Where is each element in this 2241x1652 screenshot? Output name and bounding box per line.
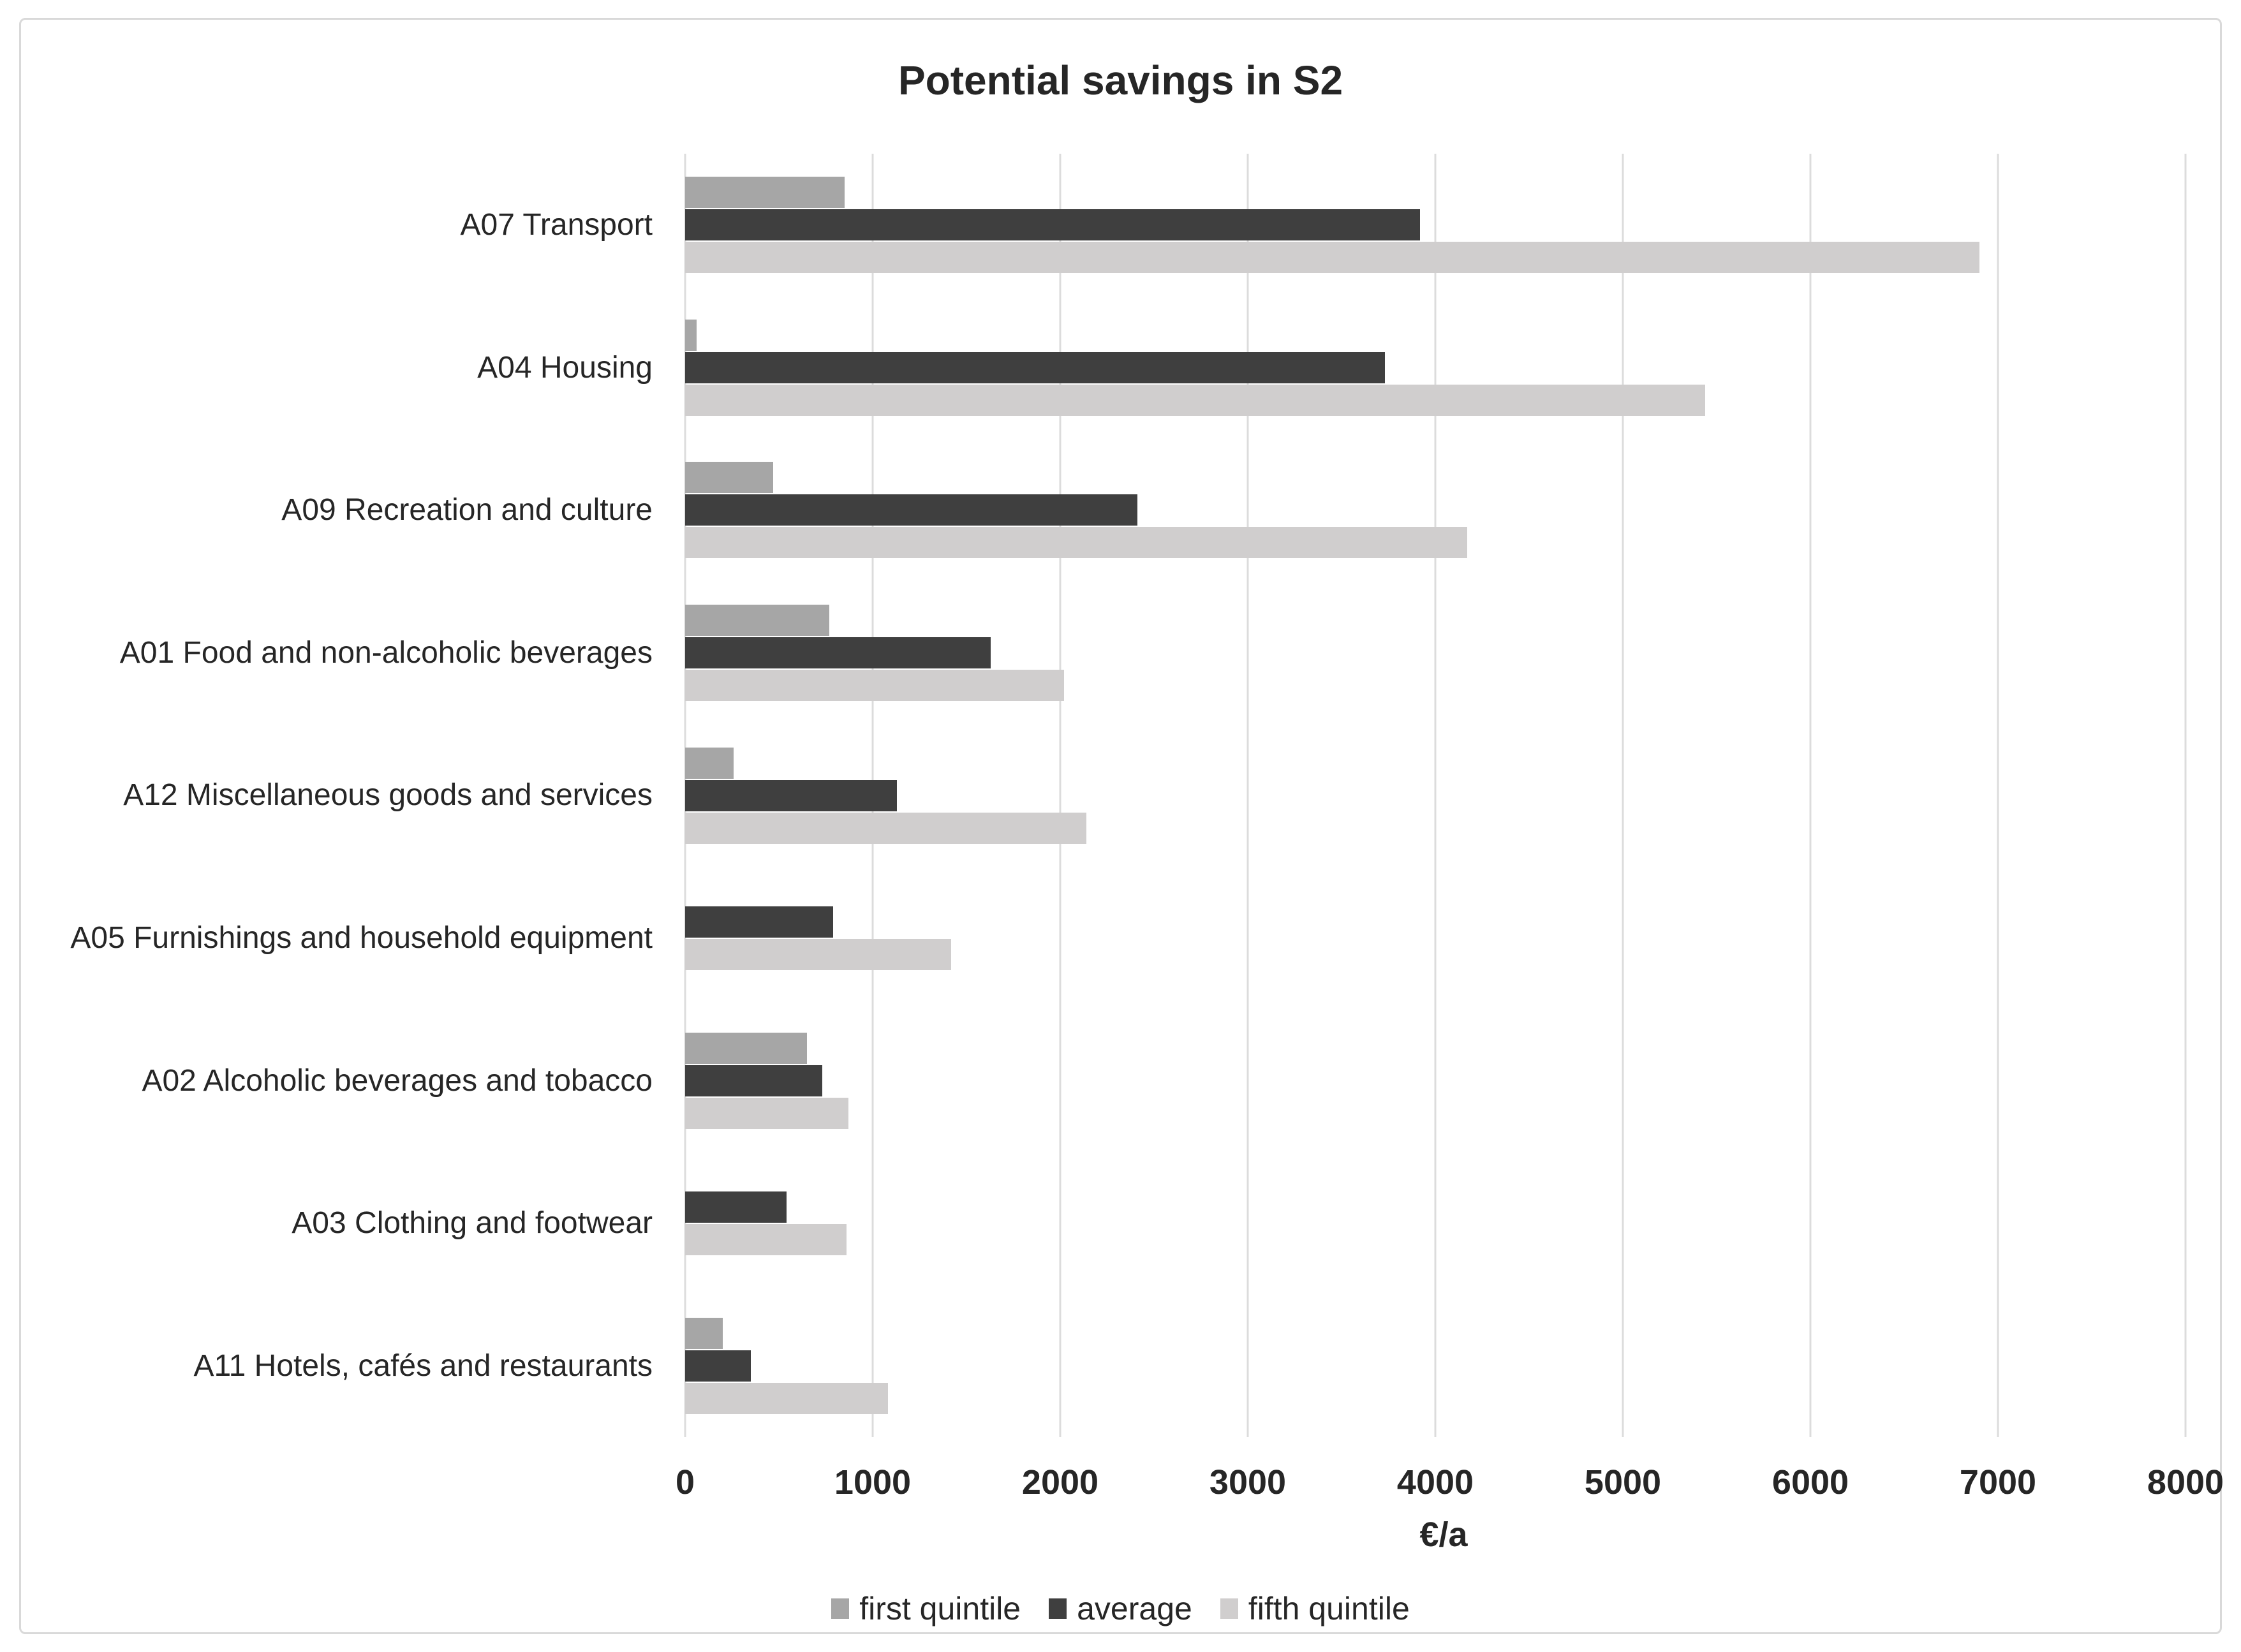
bar-fifth-quintile <box>685 1382 888 1414</box>
bar-first-quintile <box>685 462 774 494</box>
gridline <box>1997 154 1999 1437</box>
gridline <box>1809 154 1812 1437</box>
category-label: A11 Hotels, cafés and restaurants <box>193 1348 653 1383</box>
bar-fifth-quintile <box>685 527 1467 559</box>
bar-group <box>685 1009 2186 1152</box>
category-label: A07 Transport <box>460 208 653 242</box>
chart-frame: Potential savings in S2 A07 Transport A04… <box>19 18 2224 1634</box>
bar-first-quintile <box>685 604 830 636</box>
bar-fifth-quintile <box>685 1223 847 1255</box>
x-axis-label: €/a <box>1419 1516 1468 1554</box>
category-label: A05 Furnishings and household equipment <box>70 921 653 955</box>
bar-fifth-quintile <box>685 384 1706 416</box>
bar-average <box>685 906 834 938</box>
gridline <box>1434 154 1437 1437</box>
bar-group <box>685 867 2186 1010</box>
bar-fifth-quintile <box>685 938 952 970</box>
plot-area <box>684 154 2187 1437</box>
category-label: A03 Clothing and footwear <box>292 1206 653 1241</box>
bar-group <box>685 439 2186 582</box>
gridline <box>1246 154 1249 1437</box>
legend-item: average <box>1049 1590 1192 1627</box>
bar-average <box>685 637 991 668</box>
bar-group <box>685 582 2186 725</box>
gridline <box>2184 154 2187 1437</box>
bar-average <box>685 1191 787 1223</box>
bar-first-quintile <box>685 319 697 351</box>
legend-item: fifth quintile <box>1220 1590 1410 1627</box>
x-tick-label: 1000 <box>834 1463 912 1501</box>
bar-average <box>685 351 1385 383</box>
legend-label: fifth quintile <box>1248 1591 1410 1626</box>
bar-rows <box>685 154 2186 1437</box>
bar-first-quintile <box>685 1032 808 1064</box>
legend-label: average <box>1077 1591 1192 1626</box>
bar-fifth-quintile <box>685 1097 848 1129</box>
bar-average <box>685 1065 822 1096</box>
legend-swatch-icon <box>831 1598 850 1619</box>
bar-first-quintile <box>685 747 734 779</box>
x-axis-ticks: 0 1000 2000 3000 4000 5000 6000 7000 8000 <box>676 1463 2224 1501</box>
x-tick-label: 2000 <box>1021 1463 1099 1501</box>
legend: first quintile average fifth quintile <box>21 1590 2220 1627</box>
x-tick-label: 5000 <box>1584 1463 1662 1501</box>
bar-average <box>685 494 1137 526</box>
x-tick-label: 4000 <box>1396 1463 1474 1501</box>
bar-group <box>685 154 2186 297</box>
x-tick-label: 0 <box>675 1463 695 1501</box>
category-label: A09 Recreation and culture <box>281 493 653 527</box>
legend-label: first quintile <box>859 1591 1021 1626</box>
x-tick-label: 7000 <box>1959 1463 2037 1501</box>
category-axis: A07 Transport A04 Housing A09 Recreation a… <box>42 154 653 1437</box>
chart-title: Potential savings in S2 <box>898 57 1343 103</box>
gridline <box>1059 154 1061 1437</box>
bar-first-quintile <box>685 1317 723 1349</box>
bar-average <box>685 779 898 811</box>
bar-group <box>685 1152 2186 1295</box>
x-tick-label: 3000 <box>1209 1463 1287 1501</box>
gridline <box>1622 154 1624 1437</box>
bar-first-quintile <box>685 177 845 209</box>
category-label: A01 Food and non-alcoholic beverages <box>119 635 653 670</box>
bar-group <box>685 1295 2186 1438</box>
category-label: A12 Miscellaneous goods and services <box>123 778 653 813</box>
bar-average <box>685 209 1421 241</box>
category-label: A04 Housing <box>477 350 653 385</box>
legend-swatch-icon <box>1049 1598 1067 1619</box>
bar-group <box>685 297 2186 439</box>
bar-average <box>685 1350 751 1382</box>
bar-fifth-quintile <box>685 242 1979 274</box>
legend-swatch-icon <box>1220 1598 1238 1619</box>
category-label: A02 Alcoholic beverages and tobacco <box>142 1063 653 1098</box>
bar-group <box>685 724 2186 867</box>
bar-fifth-quintile <box>685 669 1064 701</box>
legend-item: first quintile <box>831 1590 1021 1627</box>
bar-fifth-quintile <box>685 812 1087 844</box>
x-tick-label: 6000 <box>1771 1463 1849 1501</box>
x-tick-label: 8000 <box>2147 1463 2224 1501</box>
